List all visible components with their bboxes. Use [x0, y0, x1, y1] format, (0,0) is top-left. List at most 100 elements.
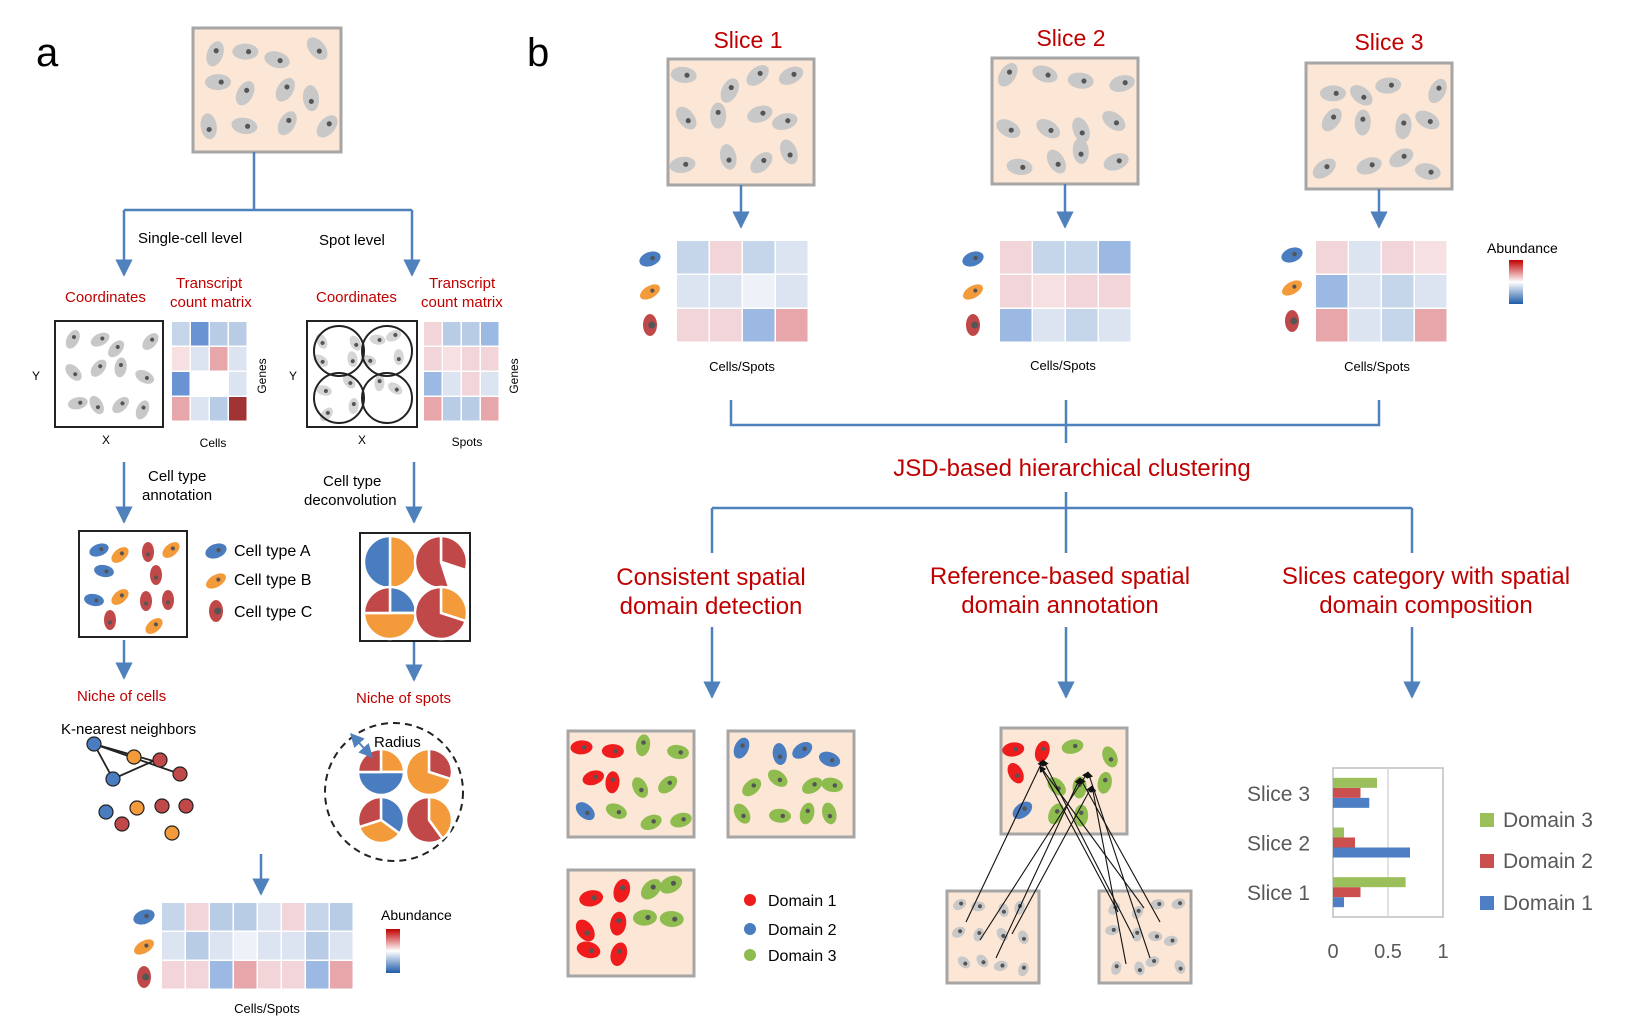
cells-spots-label-a: Cells/Spots: [234, 1001, 300, 1016]
cell-body: [90, 332, 110, 347]
heat-cell: [1316, 241, 1348, 274]
cell: [976, 954, 989, 968]
heat-cell: [1066, 241, 1098, 274]
heat-cell: [234, 961, 257, 989]
cell-nucleus: [120, 401, 125, 406]
cell-nucleus: [166, 600, 170, 605]
cell: [65, 329, 80, 349]
genes-label-left: Genes: [255, 358, 269, 393]
cell: [747, 105, 773, 123]
cell: [957, 956, 971, 969]
cell: [134, 939, 154, 955]
cell: [1105, 925, 1119, 936]
cell: [235, 81, 255, 106]
bar: [1333, 887, 1361, 898]
cell-nucleus: [757, 70, 763, 76]
cell-nucleus: [728, 85, 734, 91]
cell-nucleus: [1114, 964, 1119, 969]
cell-nucleus: [1428, 169, 1434, 175]
cell-nucleus: [593, 774, 599, 780]
heat-cell: [210, 322, 228, 346]
heat-cell: [1033, 275, 1065, 308]
cell: [1097, 771, 1112, 794]
cell-nucleus: [971, 321, 979, 329]
heat-cell: [186, 932, 209, 960]
knn-node: [154, 798, 170, 814]
cell: [1282, 280, 1302, 296]
cell-body: [1321, 108, 1342, 132]
cell: [1389, 148, 1414, 168]
cell-body: [575, 919, 595, 942]
tick-label: 0.5: [1374, 941, 1402, 963]
cell: [966, 314, 980, 336]
cell-nucleus: [1122, 80, 1128, 86]
tissue-a-top: [191, 26, 343, 154]
cell-nucleus: [591, 895, 597, 901]
cell: [275, 77, 295, 102]
pie-slice: [404, 795, 445, 845]
cell-body: [316, 115, 338, 138]
cell-type-c-label: Cell type C: [234, 604, 312, 621]
cell: [953, 898, 967, 911]
cell: [264, 51, 290, 69]
cell: [676, 106, 697, 130]
cell-body: [140, 591, 152, 611]
heat-cell: [443, 372, 461, 396]
heat-cell: [1099, 309, 1131, 342]
cell: [1375, 77, 1402, 94]
cell: [632, 777, 649, 798]
heat-cell: [424, 372, 442, 396]
cell: [746, 65, 769, 86]
cell: [90, 332, 110, 347]
cell-body: [135, 369, 155, 384]
cell-nucleus: [1048, 127, 1054, 134]
cell: [710, 102, 727, 129]
cell-body: [772, 113, 798, 131]
slice-abundance-matrices: [677, 241, 1447, 342]
reference-arrow: [965, 759, 1044, 923]
cell: [641, 878, 662, 900]
cell: [670, 66, 697, 83]
cell: [952, 926, 966, 938]
cell: [206, 573, 226, 589]
cell-nucleus: [325, 410, 330, 415]
heat-cell: [191, 397, 209, 421]
cell-nucleus: [645, 914, 651, 920]
cell-body: [1415, 163, 1441, 180]
cell-nucleus: [1361, 94, 1367, 100]
cell-nucleus: [667, 780, 673, 786]
cell-nucleus: [751, 783, 757, 788]
cell-body: [162, 590, 174, 610]
cell-nucleus: [326, 121, 332, 127]
heat-cell: [443, 347, 461, 371]
cell-body: [641, 878, 662, 900]
axis-x-right: X: [358, 433, 366, 447]
heat-cell: [462, 397, 480, 421]
cell-body: [1067, 72, 1094, 89]
slice-1-title: Slice 1: [713, 27, 782, 53]
cell-nucleus: [650, 288, 655, 293]
domain-2-dot: [744, 923, 756, 935]
cell-body: [1109, 75, 1135, 92]
cells-label: Cells: [200, 436, 227, 450]
heat-cell: [1349, 309, 1381, 342]
cell: [342, 374, 356, 389]
cell: [1350, 84, 1373, 106]
cell: [962, 251, 984, 267]
task-1-line-2: domain detection: [620, 593, 803, 620]
cell-nucleus: [95, 405, 100, 410]
knn-edge: [112, 757, 161, 780]
cell: [610, 942, 628, 966]
domain-legend-1: Domain 1: [768, 893, 837, 910]
cell-nucleus: [581, 745, 587, 750]
transcript-label-left-1: Transcript: [176, 275, 243, 292]
heat-cell: [1382, 241, 1414, 274]
panel-a-label: a: [36, 31, 59, 75]
cells-spots-label-3: Cells/Spots: [1344, 359, 1410, 374]
cell: [822, 802, 837, 825]
cell-nucleus: [368, 358, 373, 363]
legend-label: Domain 3: [1503, 809, 1593, 832]
cell-body: [1002, 742, 1025, 757]
knn-node: [164, 825, 180, 841]
cell-nucleus: [1108, 757, 1114, 762]
